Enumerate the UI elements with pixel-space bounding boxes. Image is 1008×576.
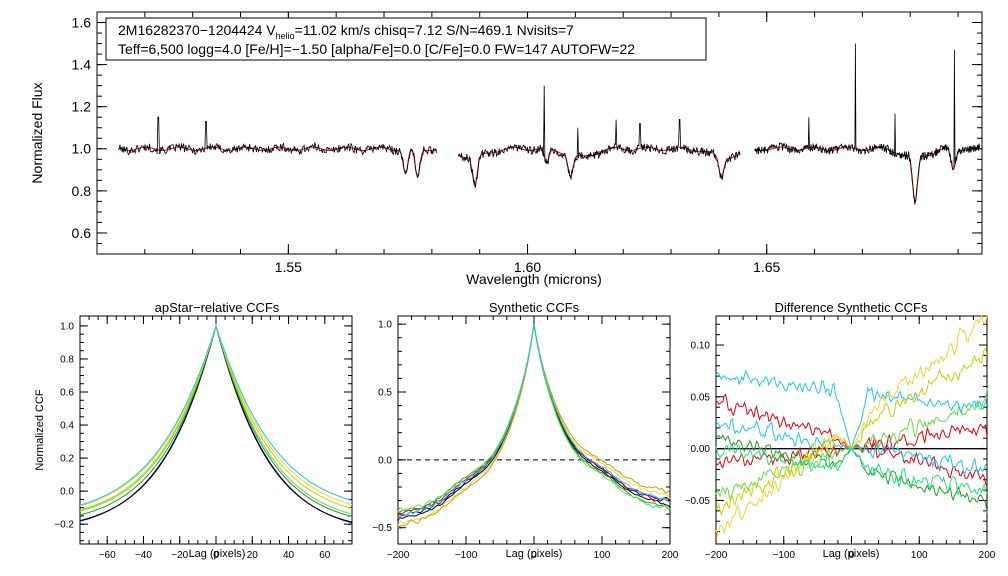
observed-spectrum-chip-2 (457, 85, 741, 188)
spectrum-x-axis-label: Wavelength (microns) (466, 271, 602, 287)
x-tick-label-apstar-4: 20 (247, 550, 259, 561)
y-tick-label-apstar-4: 0.6 (60, 388, 74, 399)
difference-ccf-line-6 (715, 388, 988, 500)
x-tick-label-difference-4: 200 (979, 550, 996, 561)
y-tick-label-apstar-6: 1.0 (60, 321, 74, 332)
apstar-x-axis-label: Lag (pixels) (189, 548, 246, 560)
apstar-ccf-panel: apStar−relative CCFs −60 −40 −20 0 20 40 60 −0.… (34, 300, 353, 561)
model-spectrum-chip-3 (754, 146, 980, 203)
difference-title: Difference Synthetic CCFs (775, 300, 928, 315)
synthetic-ticks: −200 −100 0 100 200 −0.5 0.0 0.5 1.0 (372, 316, 679, 561)
synthetic-ccf-line-1 (397, 324, 671, 520)
x-tick-label-synthetic-4: 200 (662, 550, 679, 561)
apstar-ccf-line-6 (79, 324, 353, 507)
apstar-title: apStar−relative CCFs (155, 300, 280, 315)
y-tick-label-spectrum-3: 1.2 (72, 99, 92, 115)
x-tick-label-synthetic-3: 100 (594, 550, 611, 561)
y-tick-label-apstar-1: 0.0 (60, 487, 74, 498)
y-tick-label-spectrum-0: 0.6 (72, 225, 92, 241)
spectrum-y-axis-label: Normalized Flux (29, 82, 45, 183)
x-tick-label-spectrum-0: 1.55 (275, 259, 302, 275)
synthetic-ccf-panel: Synthetic CCFs −200 −100 0 100 200 −0.5 0.0 0.5… (372, 300, 679, 561)
x-tick-label-difference-1: −100 (772, 550, 795, 561)
difference-ccf-line-5 (715, 433, 988, 513)
apstar-y-axis-label: Normalized CCF (34, 389, 46, 471)
spectrum-ticks: 1.55 1.60 1.65 0.6 0.8 1.0 1.2 1.4 1.6 (72, 12, 982, 275)
x-tick-label-apstar-6: 60 (319, 550, 331, 561)
x-tick-label-synthetic-1: −100 (455, 550, 478, 561)
info-line-1: 2M16282370−1204424 Vhelio=11.02 km/s chi… (118, 22, 574, 41)
spectrum-lines (118, 43, 980, 205)
x-tick-label-synthetic-2: 0 (531, 550, 537, 561)
y-tick-label-spectrum-2: 1.0 (72, 141, 92, 157)
x-tick-label-spectrum-2: 1.65 (753, 259, 780, 275)
x-tick-label-difference-3: 100 (911, 550, 928, 561)
x-tick-label-apstar-0: −60 (99, 550, 116, 561)
x-tick-label-difference-0: −200 (705, 550, 728, 561)
spectrum-panel: 1.55 1.60 1.65 0.6 0.8 1.0 1.2 1.4 1.6 2M1628237… (29, 11, 983, 287)
y-tick-label-difference-1: 0.00 (691, 444, 711, 455)
x-tick-label-difference-2: 0 (849, 550, 855, 561)
synthetic-ccf-line-8 (397, 324, 671, 519)
difference-ccf-line-4 (715, 423, 988, 469)
apstar-lines (79, 323, 353, 524)
x-tick-label-apstar-2: −20 (171, 550, 188, 561)
synthetic-title: Synthetic CCFs (489, 300, 580, 315)
y-tick-label-difference-3: 0.10 (691, 341, 711, 352)
y-tick-label-apstar-2: 0.2 (60, 454, 74, 465)
y-tick-label-synthetic-1: 0.0 (378, 455, 392, 466)
x-tick-label-spectrum-1: 1.60 (514, 259, 541, 275)
synthetic-ccf-line-5 (397, 324, 671, 513)
y-tick-label-apstar-3: 0.4 (60, 421, 74, 432)
difference-ccf-line-9 (715, 314, 988, 537)
difference-x-axis-label: Lag (pixels) (823, 548, 880, 560)
difference-ccf-line-8 (715, 417, 988, 476)
model-spectrum-chip-1 (118, 146, 437, 179)
observed-spectrum-chip-1 (118, 116, 437, 179)
difference-ccf-line-10 (715, 348, 988, 516)
observed-spectrum-chip-3 (754, 43, 980, 205)
apstar-ccf-line-7 (79, 324, 353, 506)
synthetic-x-axis-label: Lag (pixels) (506, 548, 563, 560)
difference-ccf-panel: Difference Synthetic CCFs −200 −100 0 100 20… (685, 300, 996, 561)
y-tick-label-synthetic-3: 1.0 (378, 320, 392, 331)
difference-ticks: −200 −100 0 100 200 −0.05 0.00 0.05 0.10 (685, 316, 996, 561)
y-tick-label-synthetic-0: −0.5 (372, 523, 392, 534)
synthetic-ccf-line-2 (397, 324, 671, 522)
spectrum-plot-frame (96, 11, 983, 255)
x-tick-label-apstar-3: 0 (213, 550, 219, 561)
y-tick-label-apstar-5: 0.8 (60, 354, 74, 365)
info-line-2: Teff=6,500 logg=4.0 [Fe/H]=−1.50 [alpha/… (118, 41, 635, 57)
y-tick-label-spectrum-5: 1.6 (72, 14, 92, 30)
x-tick-label-apstar-5: 40 (283, 550, 295, 561)
apstar-plot-frame (79, 315, 353, 545)
x-tick-label-apstar-1: −40 (135, 550, 152, 561)
apstar-ccf-line-4 (79, 324, 353, 515)
y-tick-label-difference-0: −0.05 (685, 496, 711, 507)
synthetic-lines (397, 324, 671, 529)
synthetic-ccf-line-3 (397, 324, 671, 517)
y-tick-label-spectrum-4: 1.4 (72, 57, 92, 73)
apstar-ticks: −60 −40 −20 0 20 40 60 −0.2 0.0 0.2 0.4 0.6 0.8 1.0 (54, 316, 352, 561)
info-box (105, 17, 707, 61)
y-tick-label-synthetic-2: 0.5 (378, 388, 392, 399)
y-tick-label-spectrum-1: 0.8 (72, 183, 92, 199)
difference-ccf-line-11 (715, 444, 988, 496)
difference-lines (715, 314, 988, 537)
y-tick-label-apstar-0: −0.2 (54, 520, 74, 531)
difference-plot-frame (715, 315, 988, 545)
x-tick-label-synthetic-0: −200 (387, 550, 410, 561)
y-tick-label-difference-2: 0.05 (691, 392, 711, 403)
synthetic-ccf-line-7 (397, 324, 671, 529)
